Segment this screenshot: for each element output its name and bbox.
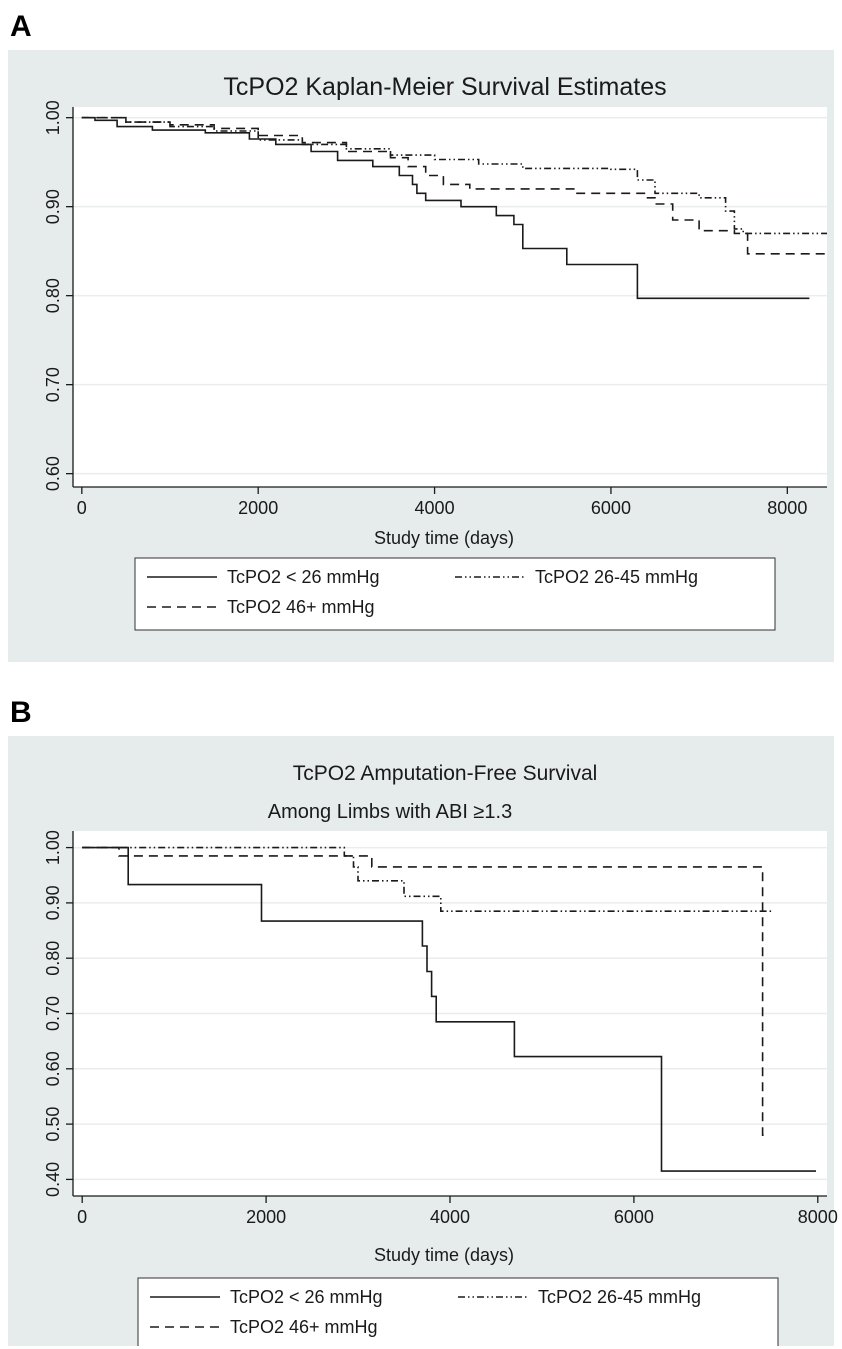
y-tick-label: 0.80 (43, 941, 63, 976)
chart-title: TcPO2 Amputation-Free Survival (293, 762, 598, 785)
y-tick-label: 0.70 (43, 367, 63, 402)
panel-letter-a: A (10, 10, 32, 43)
y-tick-label: 0.40 (43, 1162, 63, 1197)
x-tick-label: 2000 (238, 498, 278, 518)
x-tick-label: 6000 (591, 498, 631, 518)
y-tick-label: 0.90 (43, 885, 63, 920)
x-tick-label: 8000 (767, 498, 807, 518)
x-tick-label: 8000 (798, 1207, 838, 1227)
x-tick-label: 0 (77, 1207, 87, 1227)
series-line-1 (82, 846, 816, 1172)
legend-label-2: TcPO2 26-45 mmHg (538, 1287, 701, 1307)
x-tick-label: 6000 (614, 1207, 654, 1227)
x-tick-label: 2000 (246, 1207, 286, 1227)
x-tick-label: 0 (77, 498, 87, 518)
panel-letter-b: B (10, 696, 32, 729)
x-tick-label: 4000 (430, 1207, 470, 1227)
y-tick-label: 0.60 (43, 1051, 63, 1086)
legend-label-3: TcPO2 46+ mmHg (230, 1317, 378, 1337)
chart-title: TcPO2 Kaplan-Meier Survival Estimates (223, 73, 666, 101)
legend-label-2: TcPO2 26-45 mmHg (535, 567, 698, 587)
y-tick-label: 0.70 (43, 996, 63, 1031)
legend-box (134, 557, 776, 631)
chart-subtitle: Among Limbs with ABI ≥1.3 (268, 801, 512, 823)
chart-a: TcPO2 Kaplan-Meier Survival Estimates 0.6… (8, 50, 834, 662)
series-line-1 (81, 116, 810, 300)
series-line-2 (82, 846, 772, 912)
series-line-3 (81, 116, 827, 255)
y-tick-label: 1.00 (43, 100, 63, 135)
series-line-2 (81, 116, 827, 235)
x-tick-label: 4000 (415, 498, 455, 518)
plot-area (73, 107, 827, 487)
y-tick-label: 0.60 (43, 456, 63, 491)
series-line-3 (82, 846, 768, 1136)
y-tick-label: 0.80 (43, 278, 63, 313)
legend-label-1: TcPO2 < 26 mmHg (227, 567, 380, 587)
chart-b: TcPO2 Amputation-Free Survival Among Limb… (8, 736, 838, 1346)
x-axis-label: Study time (days) (374, 1245, 514, 1265)
legend-box (137, 1277, 779, 1346)
legend-label-1: TcPO2 < 26 mmHg (230, 1287, 383, 1307)
y-tick-label: 1.00 (43, 830, 63, 865)
y-tick-label: 0.90 (43, 189, 63, 224)
y-tick-label: 0.50 (43, 1107, 63, 1142)
x-axis-label: Study time (days) (374, 528, 514, 548)
legend-label-3: TcPO2 46+ mmHg (227, 597, 375, 617)
